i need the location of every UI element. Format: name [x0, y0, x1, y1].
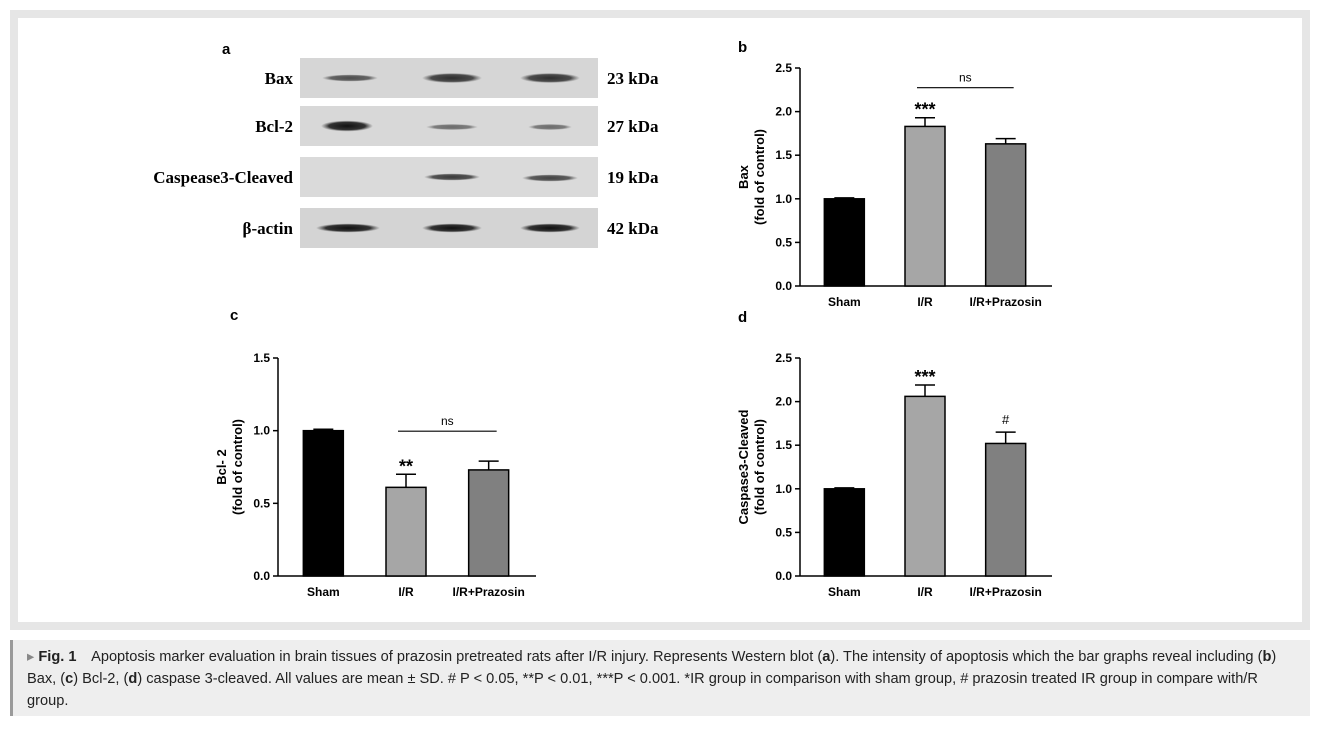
y-tick-label: 0.5 — [775, 525, 792, 539]
caption-text: d — [128, 671, 137, 687]
bar — [303, 431, 343, 576]
size-label: 27 kDa — [607, 117, 659, 136]
y-tick-label: 0.0 — [253, 569, 270, 583]
bar — [824, 199, 864, 286]
figure-panel — [18, 18, 1302, 622]
figure: a Bax 23 kDa Bcl-2 27 kDa Caspease3-Cleaved 1… — [0, 0, 1320, 636]
size-label: 23 kDa — [607, 69, 659, 88]
y-axis-label: Bax — [736, 164, 751, 189]
protein-label: Bax — [265, 69, 294, 88]
significance-label: *** — [914, 367, 935, 387]
x-tick-label: I/R+Prazosin — [452, 585, 524, 599]
y-tick-label: 1.5 — [253, 351, 270, 365]
y-tick-label: 1.0 — [775, 482, 792, 496]
panel-label: a — [222, 41, 231, 58]
y-tick-label: 1.5 — [775, 438, 792, 452]
panel-label: b — [738, 39, 747, 56]
y-tick-label: 2.0 — [775, 395, 792, 409]
x-tick-label: I/R+Prazosin — [969, 585, 1041, 599]
band — [424, 174, 480, 181]
y-tick-label: 1.0 — [775, 192, 792, 206]
band — [520, 224, 580, 233]
band — [422, 73, 482, 83]
y-axis-label: (fold of control) — [752, 129, 767, 225]
size-label: 19 kDa — [607, 168, 659, 187]
bar — [824, 489, 864, 576]
x-tick-label: Sham — [307, 585, 340, 599]
x-tick-label: Sham — [828, 585, 861, 599]
caption-text: ) caspase 3-cleaved. All values are mean… — [27, 671, 1258, 709]
y-tick-label: 0.5 — [775, 235, 792, 249]
protein-label: Bcl-2 — [255, 117, 293, 136]
significance-label: ns — [441, 414, 454, 428]
panel-label: d — [738, 309, 747, 326]
page: a Bax 23 kDa Bcl-2 27 kDa Caspease3-Cleaved 1… — [0, 0, 1320, 744]
band — [316, 224, 380, 233]
y-tick-label: 2.0 — [775, 105, 792, 119]
x-tick-label: I/R+Prazosin — [969, 295, 1041, 309]
y-axis-label: (fold of control) — [752, 419, 767, 515]
panel-label: c — [230, 307, 238, 324]
significance-label: ** — [399, 456, 413, 476]
y-axis-label: Bcl- 2 — [214, 449, 229, 484]
protein-label: Caspease3-Cleaved — [153, 168, 293, 187]
y-axis-label: (fold of control) — [230, 419, 245, 515]
y-tick-label: 1.5 — [775, 148, 792, 162]
band — [528, 124, 572, 130]
y-tick-label: 0.0 — [775, 569, 792, 583]
bar — [469, 470, 509, 576]
size-label: 42 kDa — [607, 219, 659, 238]
y-tick-label: 0.5 — [253, 496, 270, 510]
caption-text: Apoptosis marker evaluation in brain tis… — [91, 649, 822, 665]
bar — [986, 144, 1026, 286]
band — [522, 175, 578, 182]
caption-text: ). The intensity of apoptosis which the … — [830, 649, 1262, 665]
caption-marker: ▸ — [27, 649, 34, 665]
significance-label: *** — [914, 100, 935, 120]
caption-label: Fig. 1 — [38, 649, 76, 665]
bar — [386, 487, 426, 576]
significance-label: ns — [959, 71, 972, 85]
y-tick-label: 2.5 — [775, 351, 792, 365]
bar — [986, 443, 1026, 576]
figure-caption: ▸ Fig. 1 Apoptosis marker evaluation in … — [10, 640, 1310, 716]
bar — [905, 126, 945, 286]
x-tick-label: I/R — [917, 585, 933, 599]
x-tick-label: Sham — [828, 295, 861, 309]
y-tick-label: 1.0 — [253, 424, 270, 438]
significance-label: # — [1002, 412, 1010, 427]
bar — [905, 396, 945, 576]
band — [520, 73, 580, 83]
y-tick-label: 0.0 — [775, 279, 792, 293]
caption-text: ) Bcl-2, ( — [73, 671, 128, 687]
x-tick-label: I/R — [398, 585, 414, 599]
x-tick-label: I/R — [917, 295, 933, 309]
y-tick-label: 2.5 — [775, 61, 792, 75]
band — [422, 224, 482, 233]
band — [321, 121, 373, 132]
band — [322, 75, 378, 82]
protein-label: β-actin — [242, 219, 293, 238]
band — [426, 124, 478, 130]
y-axis-label: Caspase3-Cleaved — [736, 409, 751, 524]
